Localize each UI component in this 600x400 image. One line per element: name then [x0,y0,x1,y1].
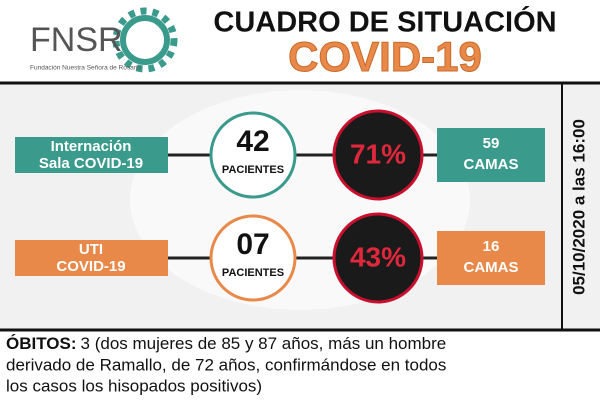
label-text: Sala COVID-19 [39,155,143,172]
count-unit: PACIENTES [222,164,284,176]
label-text: Internación [51,138,132,155]
beds-unit: CAMAS [464,259,519,276]
footer-text: derivado de Ramallo, de 72 años, confirm… [6,355,446,374]
label-text: UTI [79,241,103,258]
beds-unit: CAMAS [464,156,519,173]
footer-line: ÓBITOS: 3 (dos mujeres de 85 y 87 años, m… [6,334,446,353]
logo-gear-teeth [112,7,178,73]
beds: 16 [483,238,500,255]
label-box [15,137,168,173]
footer-text: 3 (dos mujeres de 85 y 87 años, más un h… [81,334,447,353]
footer-label: ÓBITOS: [6,334,77,353]
beds-box [437,231,545,285]
footer-text: los casos los hisopados positivos) [6,376,262,395]
logo-text: FNSR [30,21,123,59]
title: CUADRO DE SITUACIÓN [213,5,556,39]
logo-subtitle: Fundación Nuestra Señora de Rosario [30,65,141,72]
percent-circle [332,212,424,304]
date: 05/10/2020 a las 16:00 [569,119,588,295]
count-unit: PACIENTES [222,267,284,279]
percent: 71% [350,138,406,169]
beds-box [437,128,545,182]
subtitle: COVID-19 [288,33,482,80]
count: 07 [236,228,269,261]
beds: 59 [483,135,500,152]
percent: 43% [350,241,406,272]
logo-gear [120,15,170,65]
label-text: COVID-19 [56,258,125,275]
count-circle [209,214,297,302]
label-box [15,240,168,276]
count-circle [209,111,297,199]
percent-circle [332,109,424,201]
count: 42 [236,125,269,158]
